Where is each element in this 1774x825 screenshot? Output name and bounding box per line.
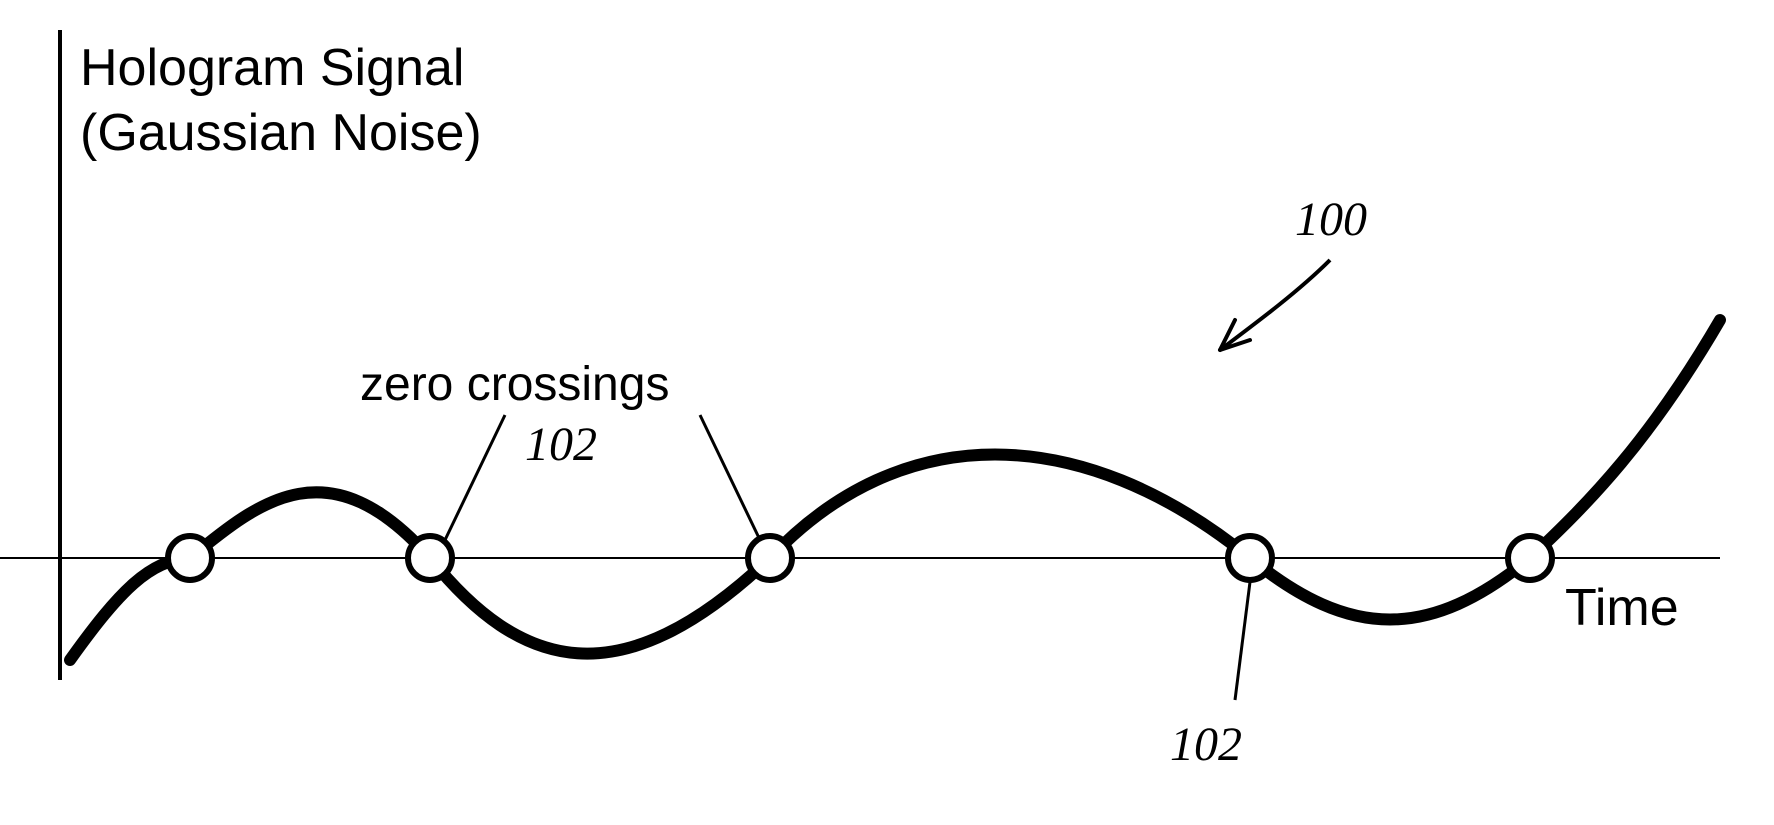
signal-diagram: Hologram Signal (Gaussian Noise) Time ze… bbox=[0, 0, 1774, 825]
ref-102-label-a: 102 bbox=[525, 418, 597, 471]
ref-100-label: 100 bbox=[1295, 193, 1367, 246]
y-axis-title-line1: Hologram Signal bbox=[80, 39, 464, 97]
x-axis-title: Time bbox=[1565, 579, 1679, 637]
signal-curve bbox=[70, 320, 1720, 660]
zero-crossing-marker bbox=[1508, 536, 1552, 580]
zero-crossings-label: zero crossings bbox=[360, 358, 669, 411]
zero-crossing-marker bbox=[748, 536, 792, 580]
ref-102-label-b: 102 bbox=[1170, 718, 1242, 771]
ref-100-arrow bbox=[1220, 260, 1330, 350]
zero-crossing-marker bbox=[168, 536, 212, 580]
y-axis-title-line2: (Gaussian Noise) bbox=[80, 104, 482, 162]
zero-crossing-marker bbox=[1228, 536, 1272, 580]
leader-line bbox=[1235, 582, 1250, 700]
zero-crossing-marker bbox=[408, 536, 452, 580]
leader-line bbox=[700, 415, 760, 540]
leader-line bbox=[445, 415, 505, 540]
